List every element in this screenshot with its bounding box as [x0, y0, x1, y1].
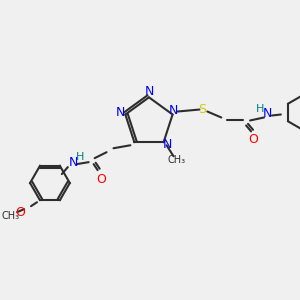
Text: N: N — [262, 107, 272, 120]
Text: O: O — [248, 133, 258, 146]
Text: CH₃: CH₃ — [1, 211, 19, 221]
Text: H: H — [76, 152, 84, 162]
Text: CH₃: CH₃ — [167, 155, 186, 165]
Text: N: N — [116, 106, 125, 119]
Text: O: O — [97, 172, 106, 185]
Text: N: N — [163, 138, 172, 151]
Text: N: N — [169, 104, 178, 117]
Text: N: N — [144, 85, 154, 98]
Text: H: H — [256, 103, 264, 113]
Text: O: O — [15, 206, 25, 219]
Text: S: S — [198, 103, 206, 116]
Text: N: N — [69, 156, 78, 169]
